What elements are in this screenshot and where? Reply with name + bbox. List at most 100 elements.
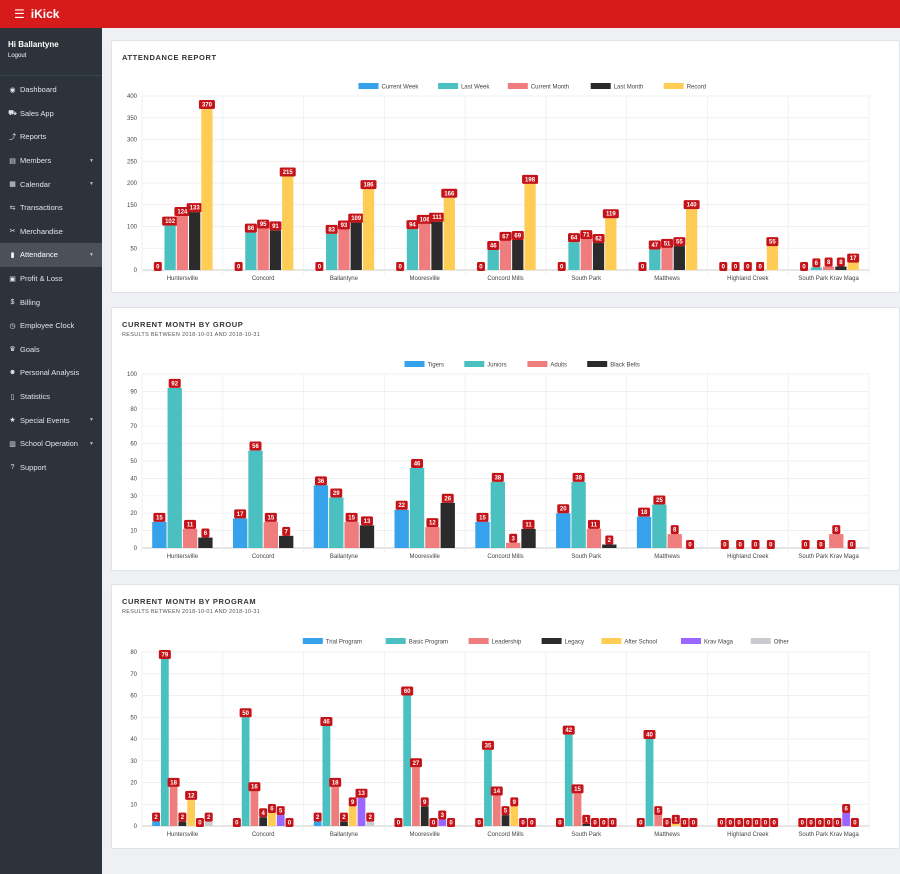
sidebar-item-goals[interactable]: ♛ Goals — [0, 338, 102, 362]
bar — [282, 176, 294, 270]
data-label-badge — [815, 818, 824, 827]
data-label: 140 — [687, 203, 698, 209]
data-label: 0 — [827, 821, 831, 827]
data-label-badge — [582, 814, 591, 824]
bar — [167, 387, 182, 548]
logout-link[interactable]: Logout — [8, 53, 27, 59]
bar — [475, 521, 490, 548]
sidebar-item-reports[interactable]: ⤴ Reports — [0, 125, 102, 149]
category-label: Mooresville — [410, 554, 441, 560]
sidebar-item-dashboard[interactable]: ◉ Dashboard — [0, 78, 102, 102]
data-label-badge — [276, 806, 285, 816]
data-label-badge — [800, 262, 809, 271]
chevron-down-icon: ▼ — [89, 181, 94, 188]
data-label-badge — [602, 209, 619, 219]
data-label: 0 — [720, 821, 724, 827]
bar — [182, 528, 198, 548]
sidebar-item-attendance[interactable]: ▮ Attendance ▼ — [0, 243, 102, 267]
sidebar-item-label: Members — [20, 156, 52, 166]
data-label-badge — [636, 818, 645, 827]
sidebar: Hi Ballantyne Logout ◉ Dashboard ⛟ Sales Ap… — [0, 28, 102, 874]
data-label-badge — [555, 818, 564, 827]
sidebar-item-members[interactable]: ▤ Members ▼ — [0, 149, 102, 173]
sidebar-item-merchandise[interactable]: ✂ Merchandise — [0, 220, 102, 244]
data-label: 42 — [565, 728, 572, 734]
data-label-badge — [572, 472, 585, 482]
data-label-badge — [234, 509, 247, 519]
data-label-badge — [766, 540, 775, 549]
legend-label: Current Week — [382, 85, 420, 91]
bar — [403, 695, 412, 826]
data-label-badge — [394, 818, 403, 827]
bar — [322, 725, 331, 826]
data-label: 17 — [237, 512, 244, 518]
data-label-badge — [447, 818, 456, 827]
legend-label: Krav Maga — [704, 640, 734, 646]
bar — [636, 516, 652, 548]
sidebar-item-support[interactable]: ? Support — [0, 456, 102, 480]
bar — [512, 239, 524, 270]
bar — [766, 246, 779, 270]
data-label-badge — [232, 818, 241, 827]
sidebar-item-special-events[interactable]: ★ Special Events ▼ — [0, 408, 102, 432]
data-label-badge — [360, 516, 373, 526]
sidebar-item-statistics[interactable]: ▯ Statistics — [0, 385, 102, 409]
bar — [152, 521, 167, 548]
bar — [160, 654, 169, 826]
sidebar-item-calendar[interactable]: ▦ Calendar ▼ — [0, 172, 102, 196]
bar — [810, 267, 822, 270]
program-card: CURRENT MONTH BY PROGRAM RESULTS BETWEEN… — [111, 584, 900, 849]
data-label-badge — [339, 812, 348, 822]
data-label: 0 — [318, 265, 322, 271]
sidebar-item-label: School Operation — [20, 439, 78, 449]
legend-swatch — [663, 83, 684, 89]
bar — [420, 806, 429, 826]
data-label: 18 — [641, 510, 648, 516]
data-label: 0 — [665, 821, 669, 827]
category-label: South Park — [571, 554, 602, 560]
data-label-badge — [198, 100, 215, 110]
category-label: Matthews — [654, 276, 680, 282]
hamburger-icon[interactable]: ☰ — [14, 7, 25, 21]
data-label-badge — [325, 224, 338, 234]
bar — [366, 821, 375, 826]
tag-icon: ✂ — [9, 228, 16, 236]
sidebar-item-transactions[interactable]: ⇆ Transactions — [0, 196, 102, 220]
app-title[interactable]: iKick — [30, 7, 60, 21]
data-label-badge — [766, 237, 779, 247]
sidebar-item-sales-app[interactable]: ⛟ Sales App — [0, 102, 102, 126]
data-label-badge — [320, 716, 333, 726]
y-tick-label: 0 — [134, 824, 138, 830]
data-label-badge — [522, 519, 535, 529]
legend-label: Last Week — [461, 85, 490, 91]
sidebar-item-profit-loss[interactable]: ▣ Profit & Loss — [0, 267, 102, 291]
data-label: 56 — [252, 444, 259, 450]
data-label: 50 — [242, 711, 249, 717]
sidebar-item-school-operation[interactable]: ▥ School Operation ▼ — [0, 432, 102, 456]
legend-label: Last Month — [614, 85, 644, 91]
data-label-badge — [832, 525, 841, 535]
sidebar-item-personal-analysis[interactable]: ☻ Personal Analysis — [0, 361, 102, 385]
data-label-badge — [264, 512, 277, 522]
data-label: 370 — [202, 103, 213, 109]
data-label: 0 — [746, 821, 750, 827]
sidebar-item-billing[interactable]: $ Billing — [0, 290, 102, 314]
sidebar-item-label: Reports — [20, 132, 47, 142]
group-card: CURRENT MONTH BY GROUP RESULTS BETWEEN 2… — [111, 307, 900, 571]
bar — [667, 534, 682, 548]
data-label: 20 — [560, 507, 567, 513]
user-panel: Hi Ballantyne Logout — [0, 28, 102, 59]
bar — [164, 225, 176, 270]
data-label-badge — [509, 533, 518, 543]
y-tick-label: 90 — [130, 389, 137, 395]
data-label: 22 — [398, 503, 405, 509]
bar — [501, 815, 510, 826]
data-label-badge — [671, 814, 680, 824]
bar — [440, 502, 455, 548]
data-label-badge — [476, 512, 489, 522]
sidebar-item-label: Attendance — [20, 250, 58, 260]
data-label-badge — [406, 220, 419, 230]
data-label: 14 — [493, 789, 500, 795]
category-label: Concord Mills — [487, 554, 523, 560]
sidebar-item-employee-clock[interactable]: ◷ Employee Clock — [0, 314, 102, 338]
